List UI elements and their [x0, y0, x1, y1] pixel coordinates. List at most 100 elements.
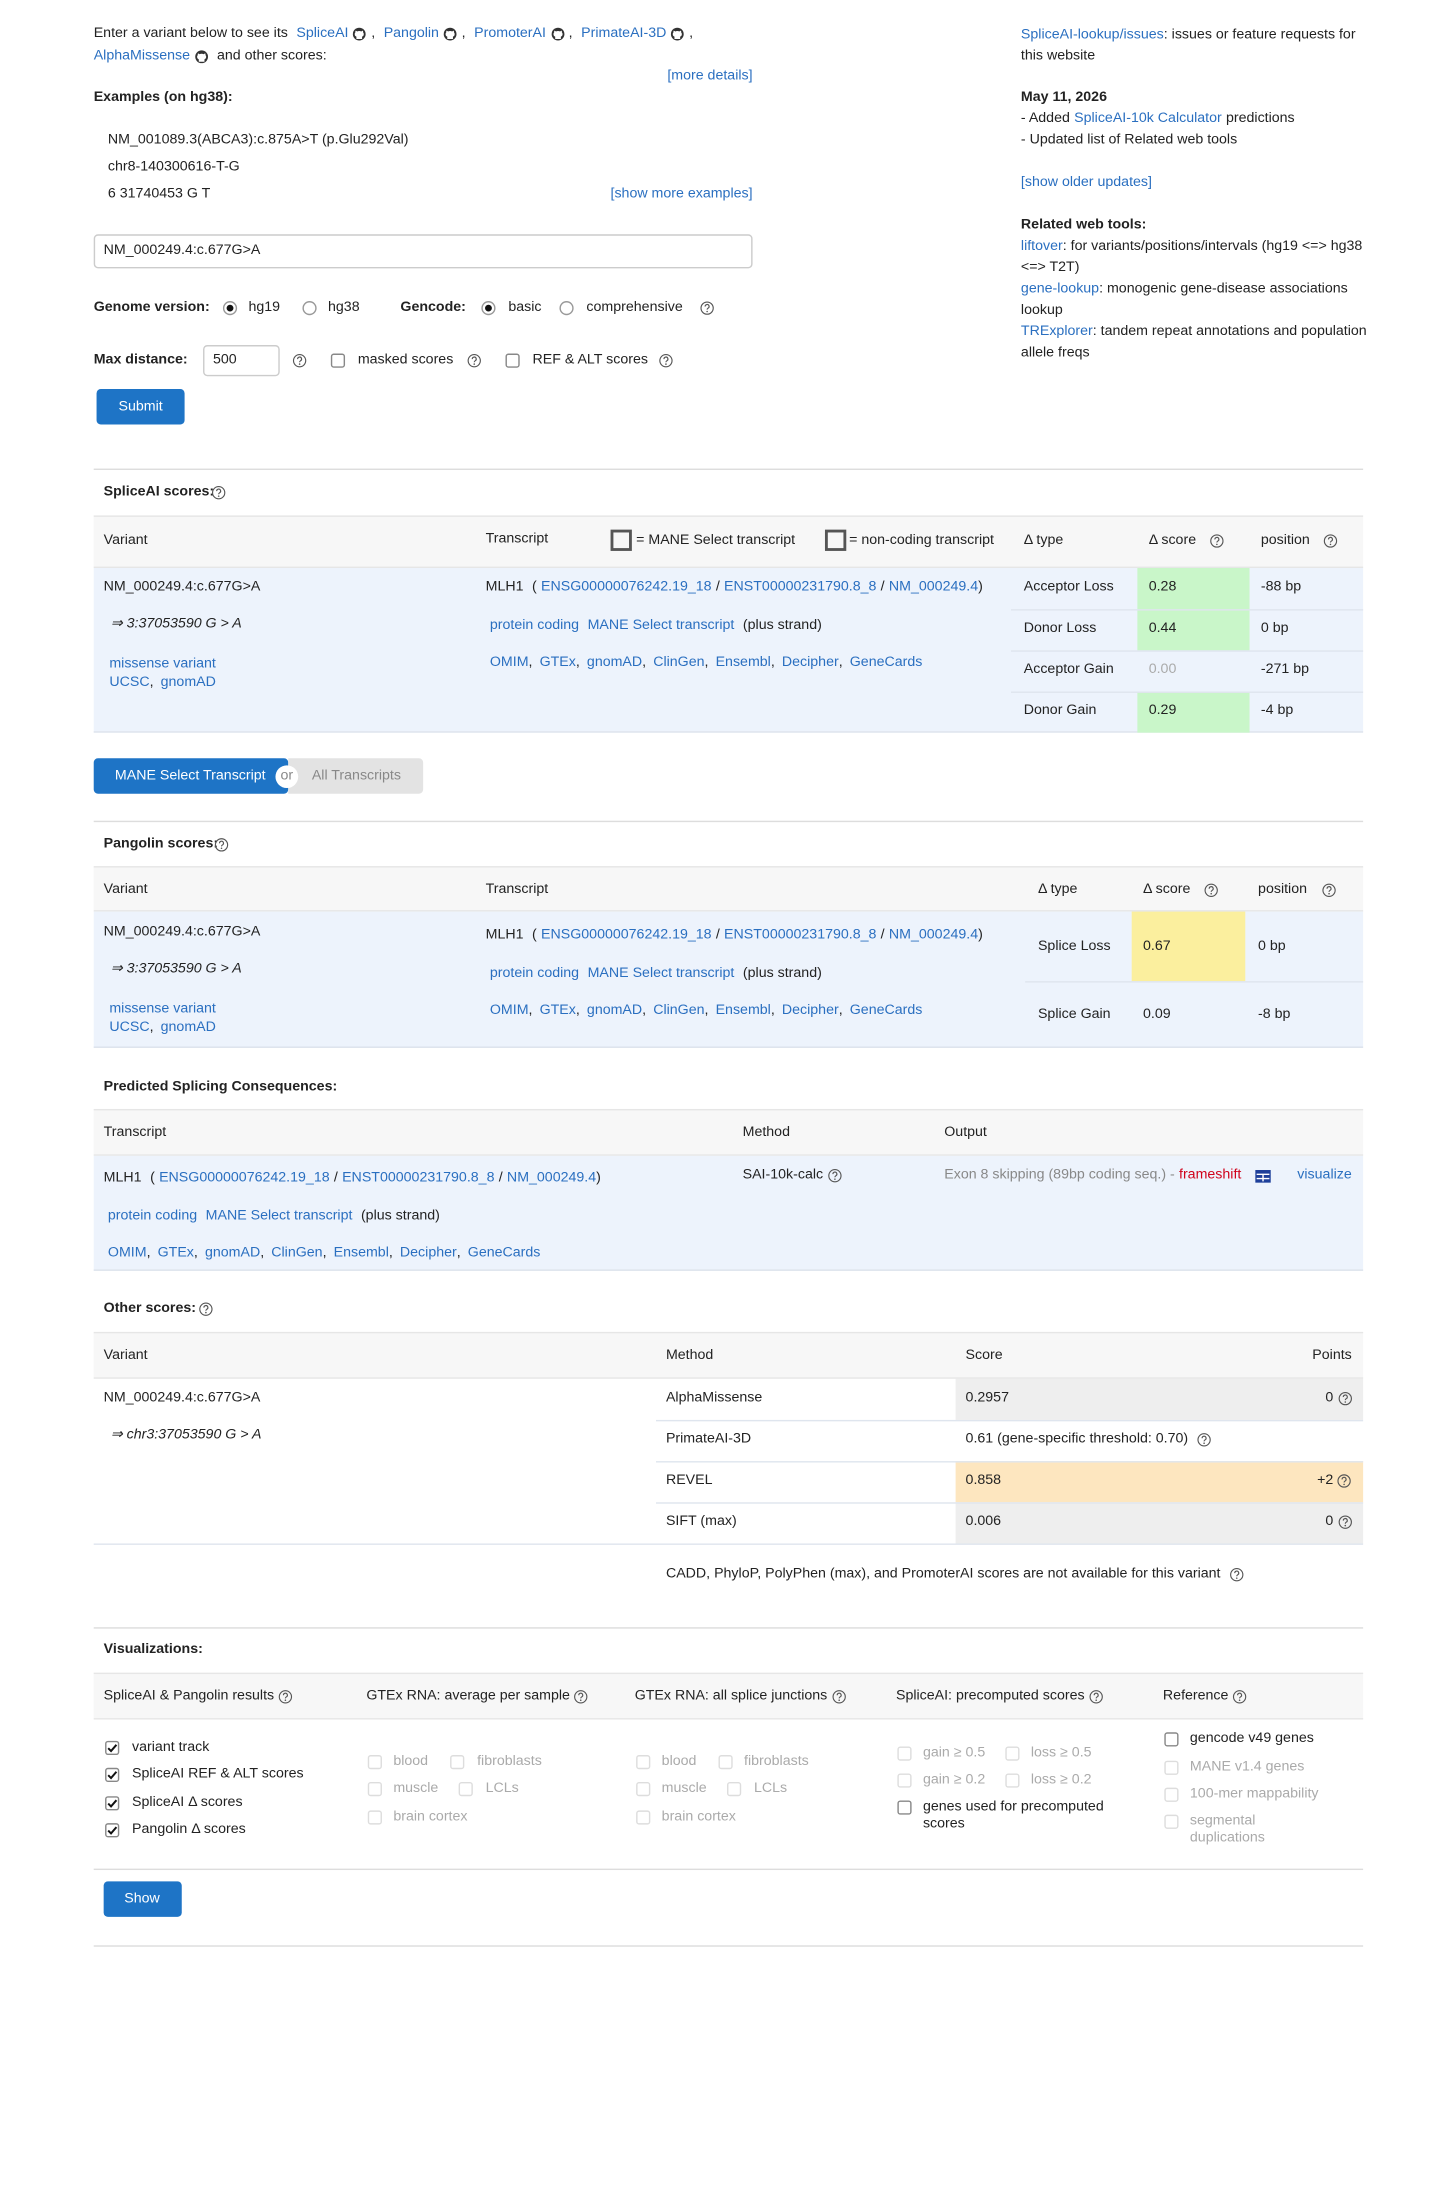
- link[interactable]: UCSC: [109, 674, 150, 691]
- link[interactable]: Ensembl: [715, 654, 771, 671]
- help-icon[interactable]: [827, 1169, 842, 1183]
- transcript-id[interactable]: ENST00000231790.8_8: [724, 927, 877, 943]
- checkbox[interactable]: [1164, 1760, 1179, 1775]
- help-icon[interactable]: [659, 353, 673, 368]
- tool-link[interactable]: SpliceAI: [296, 25, 349, 42]
- checkbox[interactable]: [330, 353, 346, 368]
- transcript-id[interactable]: NM_000249.4: [888, 579, 979, 595]
- example[interactable]: 6 31740453 G T: [107, 186, 211, 202]
- help-icon[interactable]: [700, 301, 714, 315]
- show-more[interactable]: [show more examples]: [610, 186, 753, 202]
- link[interactable]: UCSC: [109, 1019, 150, 1036]
- more-details[interactable]: [more details]: [667, 68, 753, 84]
- link[interactable]: gnomAD: [160, 674, 216, 691]
- checkbox[interactable]: [897, 1773, 912, 1788]
- checkbox[interactable]: [1164, 1814, 1179, 1829]
- tool-link[interactable]: Pangolin: [383, 25, 439, 42]
- radio[interactable]: [481, 301, 496, 316]
- transcript-id[interactable]: ENST00000231790.8_8: [342, 1170, 495, 1186]
- checkbox[interactable]: [1164, 1732, 1179, 1747]
- help-icon[interactable]: [1337, 1515, 1352, 1529]
- radio[interactable]: [302, 301, 317, 316]
- checkbox[interactable]: [105, 1823, 120, 1838]
- checkbox[interactable]: [105, 1767, 120, 1783]
- checkbox[interactable]: [897, 1746, 912, 1761]
- help-icon[interactable]: [211, 486, 226, 500]
- distance-input[interactable]: [203, 345, 280, 377]
- checkbox[interactable]: [636, 1782, 651, 1797]
- link[interactable]: ClinGen: [271, 1245, 323, 1261]
- checkbox[interactable]: [718, 1755, 733, 1770]
- example[interactable]: NM_001089.3(ABCA3):c.875A>T (p.Glu292Val…: [107, 132, 409, 148]
- help-icon[interactable]: [214, 838, 229, 852]
- link[interactable]: GeneCards: [849, 1002, 923, 1019]
- checkbox[interactable]: [897, 1800, 912, 1815]
- link[interactable]: Ensembl: [333, 1245, 389, 1261]
- radio[interactable]: [222, 301, 238, 316]
- variant-input[interactable]: [93, 234, 753, 269]
- checkbox[interactable]: [458, 1782, 473, 1797]
- biotype[interactable]: protein coding: [489, 617, 580, 634]
- checkbox[interactable]: [1005, 1773, 1020, 1788]
- checkbox[interactable]: [727, 1782, 742, 1797]
- link[interactable]: OMIM: [489, 654, 529, 671]
- biotype[interactable]: protein coding: [107, 1208, 198, 1224]
- link[interactable]: OMIM: [489, 1002, 529, 1019]
- help-icon[interactable]: [1229, 1568, 1243, 1582]
- link[interactable]: [show older updates]: [1020, 174, 1152, 191]
- link[interactable]: Decipher: [781, 1002, 839, 1019]
- link[interactable]: GTEx: [539, 1002, 576, 1019]
- transcript-id[interactable]: ENSG00000076242.19_18: [541, 579, 712, 595]
- help-icon[interactable]: [1089, 1690, 1103, 1704]
- link[interactable]: TRExplorer: [1020, 323, 1093, 340]
- tag[interactable]: MANE Select transcript: [587, 617, 735, 634]
- help-icon[interactable]: [1337, 1391, 1352, 1406]
- link[interactable]: gnomAD: [586, 1002, 643, 1019]
- link[interactable]: Ensembl: [715, 1002, 771, 1019]
- visualize-link[interactable]: visualize: [1297, 1167, 1352, 1183]
- transcript-id[interactable]: NM_000249.4: [506, 1170, 597, 1186]
- link[interactable]: GeneCards: [849, 654, 923, 671]
- checkbox[interactable]: [367, 1810, 382, 1825]
- checkbox[interactable]: [450, 1755, 465, 1770]
- help-icon[interactable]: [1233, 1690, 1247, 1704]
- link[interactable]: Decipher: [399, 1245, 457, 1261]
- biotype[interactable]: protein coding: [489, 965, 580, 982]
- link[interactable]: liftover: [1020, 238, 1063, 255]
- help-icon[interactable]: [1204, 883, 1218, 897]
- checkbox[interactable]: [105, 1796, 120, 1811]
- help-icon[interactable]: [1337, 1474, 1352, 1488]
- link[interactable]: SpliceAI-10k Calculator: [1074, 110, 1222, 127]
- toggle-button[interactable]: [288, 758, 424, 794]
- consequence[interactable]: missense variant: [109, 1001, 216, 1017]
- link[interactable]: SpliceAI-lookup/issues: [1020, 26, 1164, 43]
- radio[interactable]: [559, 301, 574, 316]
- link[interactable]: OMIM: [107, 1245, 147, 1261]
- tool-link[interactable]: PromoterAI: [474, 25, 546, 42]
- checkbox[interactable]: [1005, 1746, 1020, 1761]
- checkbox[interactable]: [367, 1782, 382, 1797]
- tool-link[interactable]: PrimateAI-3D: [581, 25, 667, 42]
- link[interactable]: GeneCards: [467, 1245, 541, 1261]
- link[interactable]: gnomAD: [160, 1019, 216, 1036]
- help-icon[interactable]: [1210, 534, 1224, 548]
- consequence[interactable]: missense variant: [109, 656, 216, 672]
- help-icon[interactable]: [199, 1302, 213, 1316]
- checkbox[interactable]: [636, 1810, 651, 1825]
- help-icon[interactable]: [1197, 1433, 1211, 1447]
- checkbox[interactable]: [1164, 1787, 1179, 1802]
- link[interactable]: Decipher: [781, 654, 839, 671]
- link[interactable]: gnomAD: [204, 1245, 261, 1261]
- tool-link[interactable]: AlphaMissense: [93, 48, 191, 64]
- example[interactable]: chr8-140300616-T-G: [107, 159, 240, 175]
- checkbox[interactable]: [105, 1740, 120, 1756]
- help-icon[interactable]: [574, 1690, 588, 1704]
- link[interactable]: GTEx: [539, 654, 576, 671]
- transcript-id[interactable]: ENSG00000076242.19_18: [541, 927, 712, 943]
- transcript-id[interactable]: NM_000249.4: [888, 927, 979, 943]
- help-icon[interactable]: [278, 1690, 293, 1704]
- tag[interactable]: MANE Select transcript: [205, 1208, 353, 1224]
- help-icon[interactable]: [467, 353, 481, 368]
- help-icon[interactable]: [292, 353, 307, 368]
- transcript-id[interactable]: ENSG00000076242.19_18: [159, 1170, 330, 1186]
